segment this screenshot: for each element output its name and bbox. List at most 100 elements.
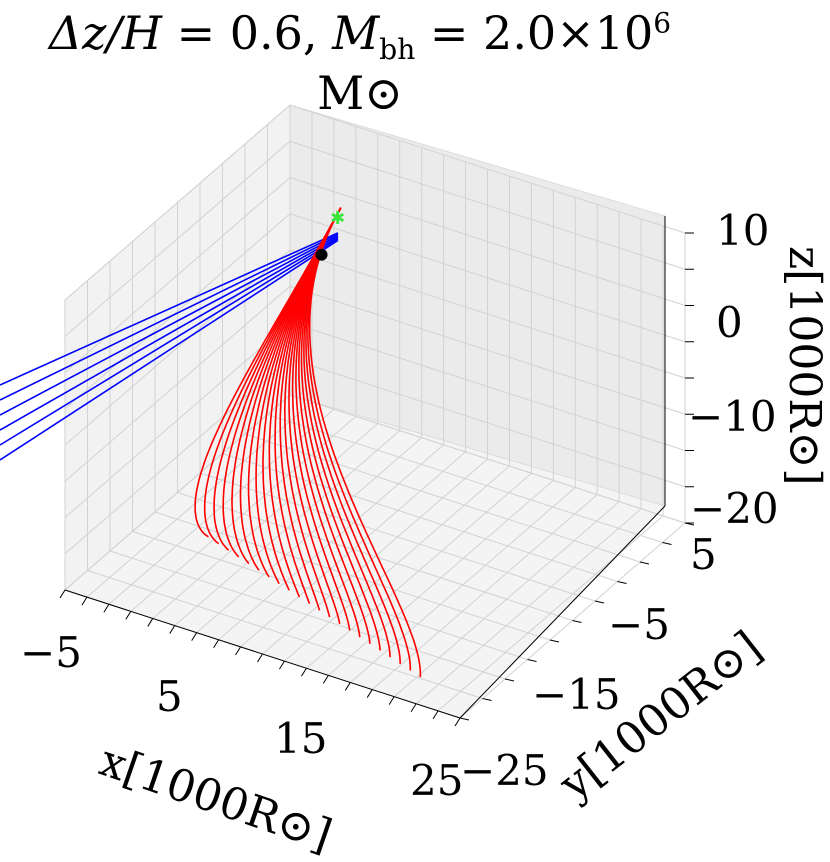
title-dz-value: 0.6: [229, 6, 303, 60]
z-grid-line: [289, 140, 686, 270]
bound-orbit-line: [298, 207, 371, 644]
bound-orbit-line: [279, 207, 342, 611]
bound-orbits: [194, 207, 422, 678]
z-grid-line: [289, 358, 686, 488]
y-tick: [527, 659, 537, 662]
z-grid-line: [289, 249, 686, 379]
bound-orbit-line: [300, 207, 381, 651]
z-grid-line: [289, 177, 686, 306]
y-grid-line: [267, 414, 663, 543]
y-tick-label: −5: [608, 600, 670, 649]
y-grid-line: [154, 511, 551, 641]
z-axis-label: z[1000R⊙]: [779, 246, 830, 486]
x-tick: [169, 625, 176, 634]
z-tick-label: −20: [690, 484, 779, 533]
y-tick: [572, 620, 582, 623]
grid-lines: [64, 104, 686, 719]
z-grid-line: [64, 177, 291, 373]
z-grid-line: [64, 285, 291, 482]
x-tick: [147, 618, 154, 627]
y-tick: [594, 600, 605, 604]
bound-orbit-line: [274, 207, 342, 604]
unbound-stream-line: [0, 238, 339, 446]
bound-orbit-line: [305, 207, 401, 664]
z-grid-line: [64, 140, 291, 337]
y-grid-line: [87, 570, 483, 699]
markers: ✱: [315, 208, 345, 261]
title-mbh-sub: bh: [379, 33, 416, 67]
bound-orbit-line: [268, 207, 342, 598]
x-tick: [279, 660, 285, 670]
x-tick-label: −5: [20, 628, 82, 677]
z-grid-line: [289, 322, 686, 451]
y-grid-line: [199, 472, 596, 602]
bound-orbit-line: [231, 207, 342, 565]
x-tick: [344, 682, 351, 691]
z-grid-line: [64, 358, 291, 555]
bound-orbit-line: [295, 207, 361, 638]
y-tick: [639, 561, 650, 565]
z-grid-line: [289, 394, 686, 524]
y-tick: [662, 542, 672, 545]
unbound-stream-line: [0, 239, 339, 461]
y-tick: [549, 639, 560, 643]
bound-orbit-line: [247, 207, 342, 578]
x-tick: [81, 596, 88, 606]
x-tick: [213, 639, 220, 649]
y-grid-line: [222, 453, 618, 582]
axis-ticks: [59, 216, 695, 727]
bound-orbit-line: [255, 207, 342, 585]
star-marker: ✱: [330, 208, 345, 229]
title-mbh-exp: 6: [653, 6, 672, 40]
unbound-stream-line: [0, 236, 339, 431]
z-grid-line: [289, 285, 686, 415]
bound-orbit-line: [213, 207, 342, 551]
x-tick: [432, 710, 439, 720]
x-tick: [191, 632, 198, 641]
bound-orbit-line: [307, 207, 412, 671]
orbit-3d-chart: ✱: [0, 103, 695, 727]
x-tick: [410, 703, 417, 713]
z-grid-line: [289, 213, 686, 343]
bound-orbit-line: [239, 207, 342, 571]
unbound-stream-line: [0, 233, 339, 401]
z-tick-label: 10: [716, 206, 770, 255]
z-grid-line: [289, 104, 686, 234]
title-mbh-unit: M⊙: [317, 66, 403, 121]
bound-orbit-line: [283, 207, 342, 618]
z-grid-line: [64, 394, 291, 591]
x-tick: [300, 667, 307, 677]
title-mbh-mantissa: 2.0: [483, 6, 557, 60]
x-tick: [235, 646, 241, 656]
z-grid-line: [64, 249, 291, 446]
z-grid-line: [64, 213, 291, 410]
z-tick-label: 0: [716, 298, 743, 347]
y-tick: [482, 698, 492, 701]
y-tick: [617, 581, 627, 584]
y-grid-line: [244, 433, 641, 563]
y-tick-label: 5: [690, 530, 717, 579]
x-tick: [59, 589, 66, 599]
y-axis-line: [459, 505, 666, 719]
bound-orbit-line: [288, 207, 342, 624]
y-grid-line: [177, 492, 573, 621]
chart-title: Δz/H = 0.6, Mbh = 2.0×106 M⊙: [48, 6, 672, 121]
black-hole-marker: [315, 248, 328, 261]
x-tick: [454, 717, 461, 727]
unbound-stream-line: [0, 235, 339, 416]
unbound-stream-line: [0, 232, 339, 386]
x-tick-label: 15: [274, 714, 328, 763]
x-tick: [257, 653, 263, 663]
z-grid-line: [64, 322, 291, 518]
y-tick-label: −15: [532, 670, 621, 719]
title-mbh-symbol: M: [332, 6, 380, 60]
bound-orbit-line: [262, 207, 342, 591]
y-tick: [459, 717, 470, 721]
bound-orbit-line: [303, 207, 391, 658]
x-tick-label: 25: [410, 756, 464, 805]
z-tick-label: −10: [688, 392, 777, 441]
y-grid-line: [109, 550, 506, 680]
x-tick: [388, 696, 395, 705]
x-tick: [103, 603, 110, 613]
y-tick-label: −25: [460, 746, 549, 795]
